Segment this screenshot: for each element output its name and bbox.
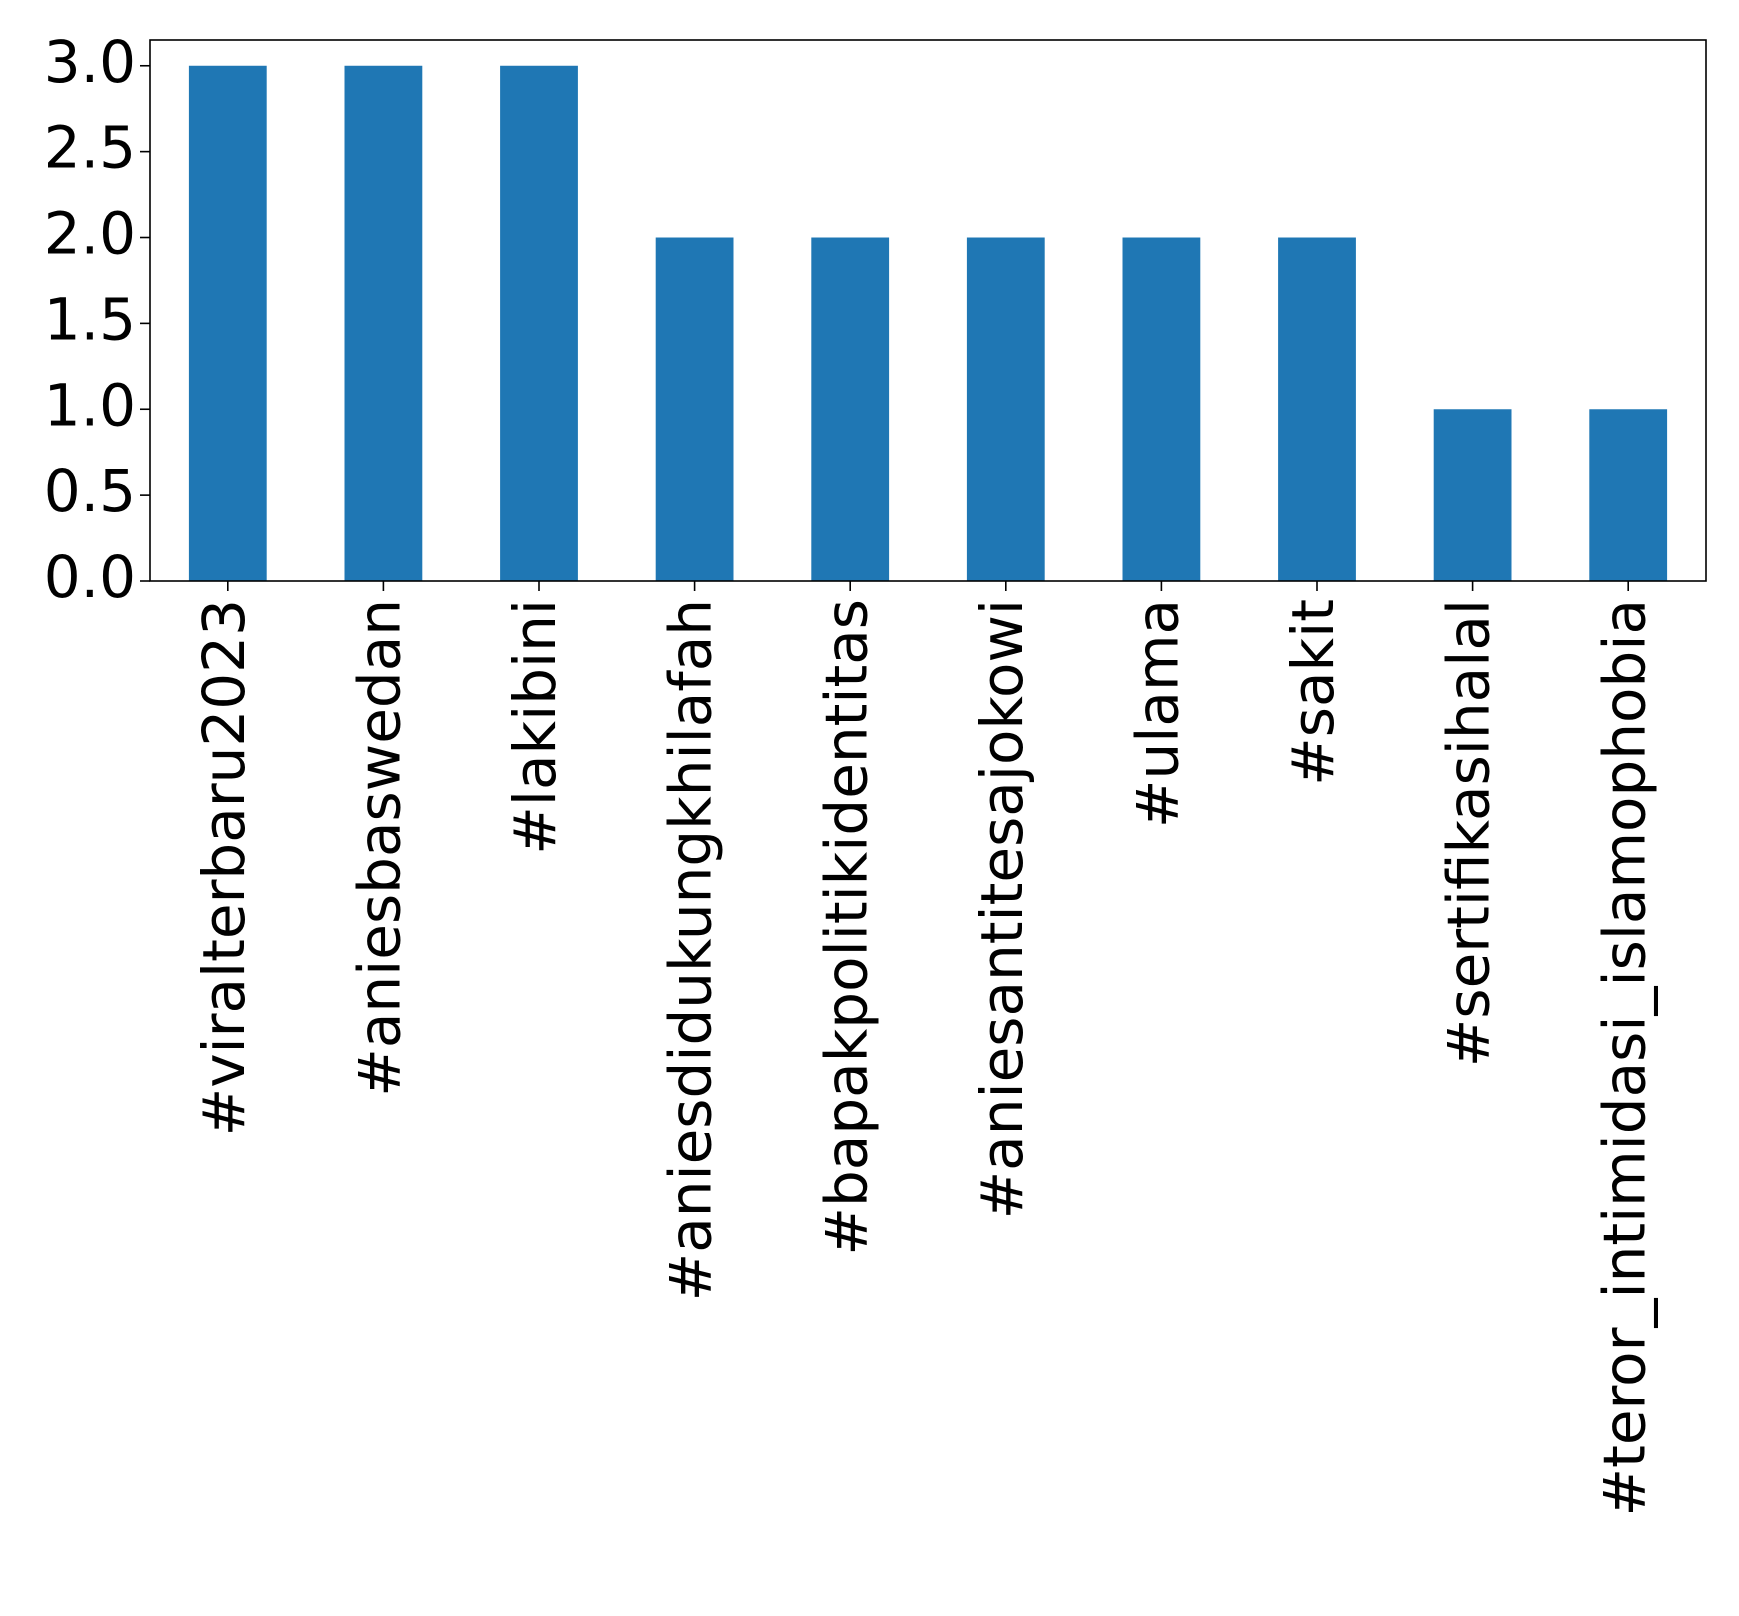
bar-teror-intimidasi-islamophobia bbox=[1589, 409, 1668, 581]
bar-aniesantitesajokowi bbox=[966, 237, 1045, 581]
y-tick-label: 1.5 bbox=[44, 285, 136, 353]
x-tick-label: #aniesbaswedan bbox=[346, 599, 414, 1097]
y-tick-label: 2.5 bbox=[44, 114, 136, 182]
bar-lakibini bbox=[500, 65, 578, 581]
x-tick-label: #viralterbaru2023 bbox=[190, 599, 258, 1136]
bar-viralterbaru2023 bbox=[188, 65, 267, 581]
bar-sertifikasihalal bbox=[1433, 409, 1512, 581]
x-tick-label: #bapakpolitikidentitas bbox=[812, 599, 880, 1256]
x-axis: #viralterbaru2023 #aniesbaswedan #lakibini… bbox=[190, 581, 1658, 1516]
x-tick-label: #aniesdidukungkhilafah bbox=[657, 599, 725, 1301]
x-tick-label: #teror_intimidasi_islamophobia bbox=[1590, 599, 1658, 1516]
bar-sakit bbox=[1278, 237, 1356, 581]
y-tick-label: 0.0 bbox=[44, 543, 136, 611]
y-axis: 0.0 0.5 1.0 1.5 2.0 2.5 3.0 bbox=[44, 28, 150, 611]
bar-aniesbaswedan bbox=[344, 65, 423, 581]
y-tick-label: 1.0 bbox=[44, 371, 136, 439]
bars-group bbox=[188, 65, 1668, 581]
x-tick-label: #aniesantitesajokowi bbox=[968, 599, 1036, 1219]
x-tick-label: #lakibini bbox=[501, 599, 569, 855]
plot-frame bbox=[149, 39, 1707, 582]
x-tick-label: #ulama bbox=[1124, 599, 1192, 828]
x-tick-label: #sertifikasihalal bbox=[1435, 599, 1503, 1067]
y-tick-label: 0.5 bbox=[44, 457, 136, 525]
bar-ulama bbox=[1122, 237, 1201, 581]
bar-bapakpolitikidentitas bbox=[811, 237, 890, 581]
x-tick-label: #sakit bbox=[1279, 599, 1347, 786]
bar-aniesdidukungkhilafah bbox=[655, 237, 734, 581]
y-tick-label: 2.0 bbox=[44, 200, 136, 268]
y-tick-label: 3.0 bbox=[44, 28, 136, 96]
